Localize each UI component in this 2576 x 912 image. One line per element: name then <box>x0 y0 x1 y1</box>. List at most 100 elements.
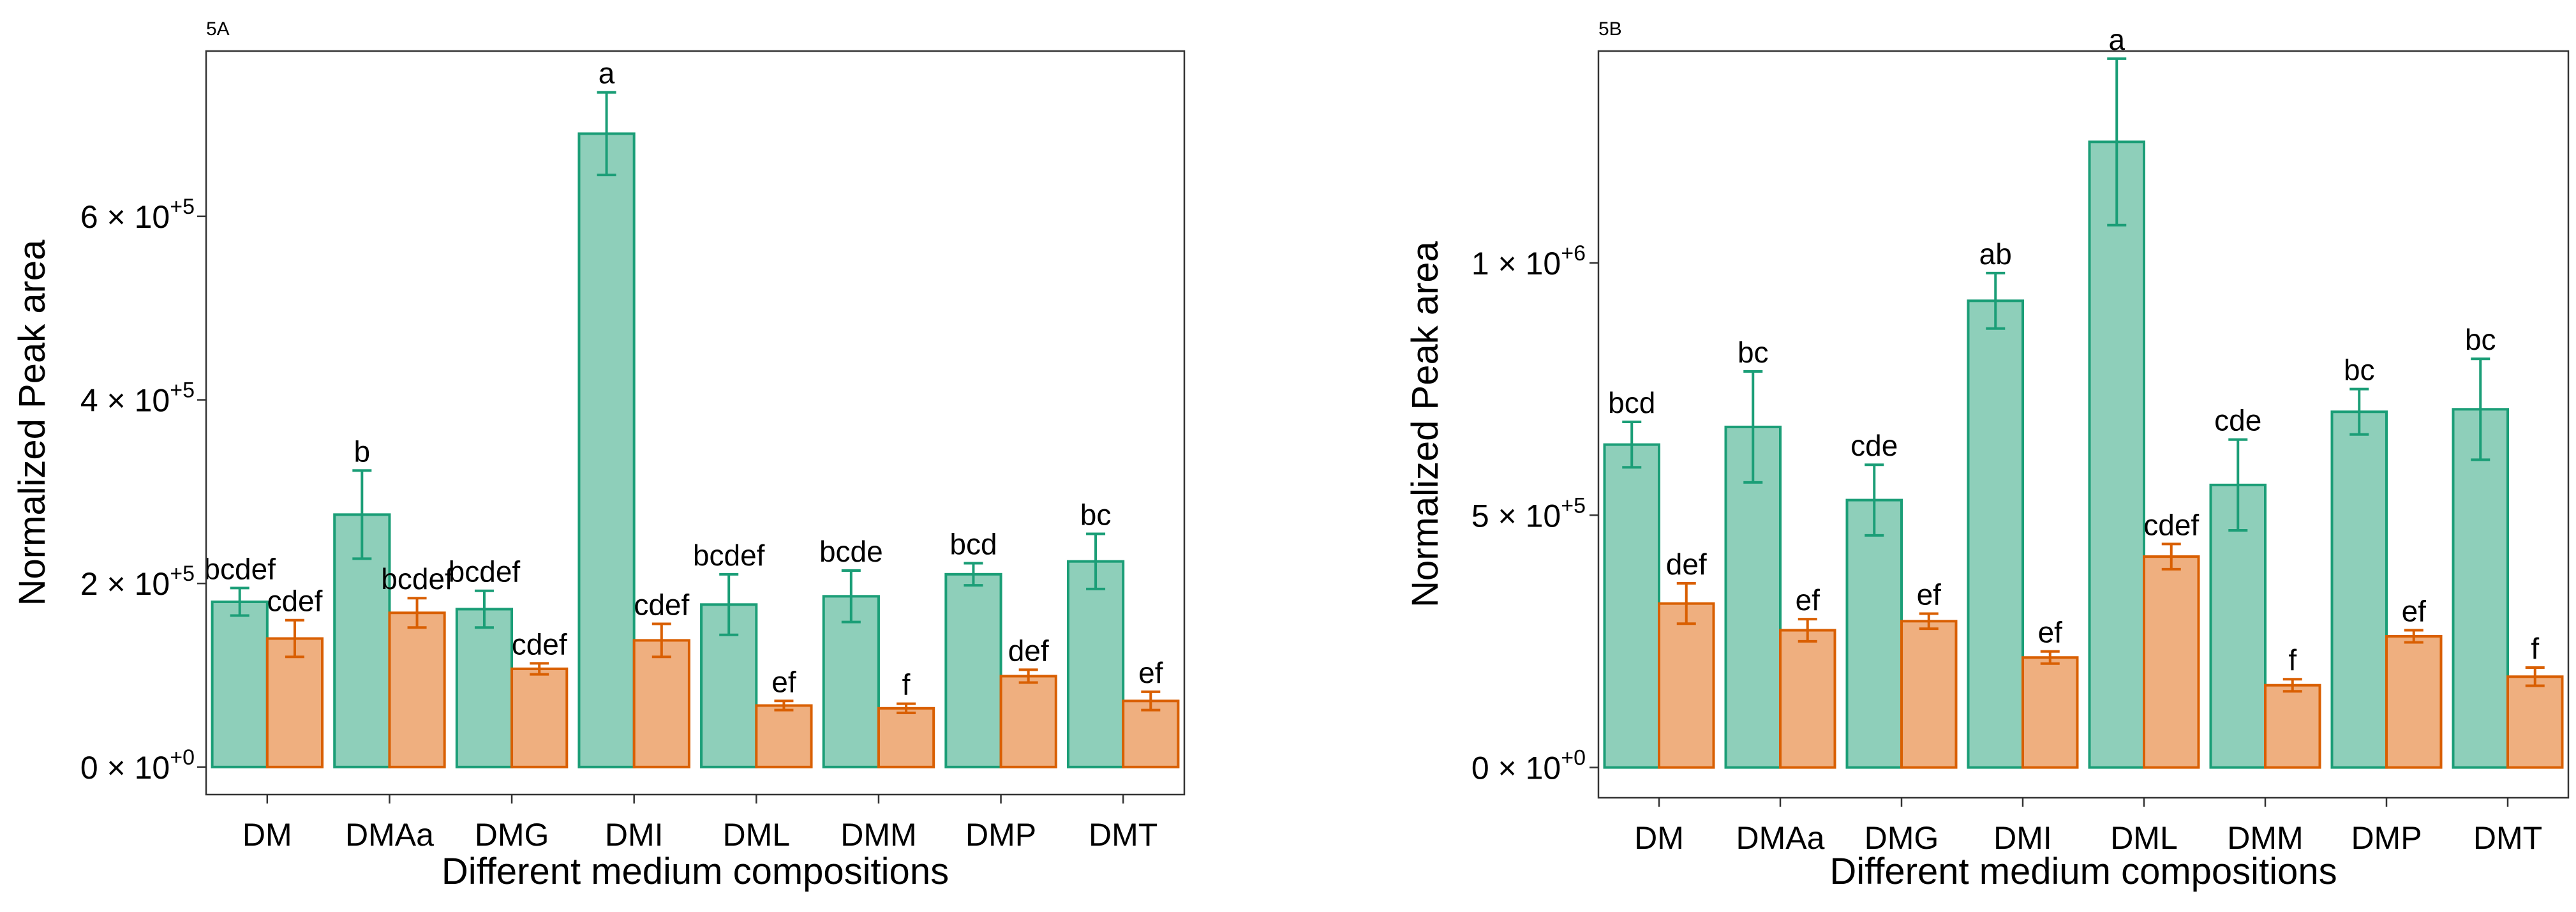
x-tick-label: DM <box>1634 820 1684 856</box>
bar-dmt-s2 <box>1122 699 1180 768</box>
significance-label: bc <box>2465 323 2496 356</box>
y-tick-label: 5 × 10+5 <box>1471 493 1586 534</box>
bar-dmm-s2 <box>2264 684 2321 769</box>
bar-dm-s2 <box>1658 602 1715 769</box>
significance-label: bcdef <box>381 562 453 595</box>
bar-dmg-s2 <box>510 667 569 768</box>
bar-dmp-s2 <box>999 675 1057 768</box>
x-tick-label: DMI <box>1993 820 2052 856</box>
bar-dmt-s1 <box>1066 560 1125 768</box>
significance-label: ef <box>2402 595 2427 628</box>
y-tick-exponent: +5 <box>170 195 195 219</box>
x-tick-label: DMM <box>840 817 916 853</box>
bar-dmm-s2 <box>877 706 935 768</box>
significance-label: bcdef <box>693 539 765 572</box>
y-tick-label: 2 × 10+5 <box>80 562 195 602</box>
bar-dmt-s2 <box>2506 675 2564 769</box>
significance-label: ef <box>2038 616 2063 649</box>
significance-label: a <box>599 57 615 90</box>
significance-label: f <box>902 668 911 701</box>
bar-dmi-s1 <box>1967 299 2024 769</box>
y-axis-title: Normalized Peak area <box>1404 241 1446 608</box>
bar-dmaa-s2 <box>1779 629 1836 769</box>
significance-label: bc <box>2344 354 2375 387</box>
x-tick-label: DMT <box>1089 817 1158 853</box>
y-tick-mantissa: 2 × 10 <box>80 566 170 602</box>
bar-dml-s1 <box>2088 140 2145 769</box>
y-tick-mantissa: 6 × 10 <box>80 199 170 235</box>
y-tick-mantissa: 0 × 10 <box>1471 751 1561 786</box>
x-tick-label: DM <box>242 817 292 853</box>
panel-tag: 5A <box>206 19 230 40</box>
bar-dmaa-s2 <box>388 611 446 768</box>
significance-label: ab <box>1979 237 2012 271</box>
y-tick-label: 1 × 10+6 <box>1471 241 1586 281</box>
y-tick-exponent: +0 <box>1561 746 1586 770</box>
bar-dmm-s1 <box>2209 483 2267 769</box>
x-tick-label: DMI <box>605 817 664 853</box>
y-tick-exponent: +0 <box>170 745 195 770</box>
x-tick-label: DMP <box>2351 820 2422 856</box>
significance-label: bcd <box>949 528 997 561</box>
y-axis-title: Normalized Peak area <box>11 239 53 606</box>
x-tick-label: DMM <box>2227 820 2303 856</box>
significance-label: bc <box>1080 498 1112 532</box>
bar-dmi-s1 <box>577 132 636 768</box>
y-tick-label: 6 × 10+5 <box>80 195 195 235</box>
y-tick-mantissa: 0 × 10 <box>80 750 170 786</box>
significance-label: f <box>2288 643 2297 677</box>
x-tick-label: DMT <box>2473 820 2542 856</box>
significance-label: cdef <box>267 585 322 618</box>
significance-label: bc <box>1738 336 1769 369</box>
bar-dmp-s1 <box>944 572 1002 768</box>
bar-dmm-s1 <box>822 595 880 768</box>
significance-label: cde <box>2214 404 2261 437</box>
y-tick-mantissa: 4 × 10 <box>80 383 170 419</box>
bar-dml-s2 <box>2143 555 2200 769</box>
plot-frame <box>205 50 1186 796</box>
significance-label: f <box>2531 632 2539 665</box>
significance-label: cde <box>1850 429 1898 462</box>
y-tick-exponent: +5 <box>1561 493 1586 518</box>
significance-label: ef <box>1917 578 1942 611</box>
significance-label: bcdef <box>449 555 521 588</box>
significance-label: bcdef <box>204 552 276 585</box>
panel-tag: 5B <box>1598 19 1622 40</box>
x-tick-label: DMG <box>475 817 549 853</box>
significance-label: bcde <box>819 535 883 568</box>
bar-dm-s1 <box>211 600 269 768</box>
x-tick-label: DML <box>2110 820 2178 856</box>
bar-dmi-s2 <box>2021 656 2079 769</box>
x-tick-label: DML <box>723 817 791 853</box>
plot-frame <box>1597 50 2570 799</box>
significance-label: cdef <box>634 588 689 621</box>
bar-dmg-s2 <box>1900 620 1958 769</box>
bar-dmp-s1 <box>2330 410 2388 769</box>
significance-label: ef <box>1138 656 1163 689</box>
x-tick-label: DMAa <box>345 817 434 853</box>
significance-label: b <box>354 435 371 468</box>
y-tick-mantissa: 5 × 10 <box>1471 498 1561 534</box>
significance-label: def <box>1666 548 1707 581</box>
x-tick-label: DMP <box>965 817 1036 853</box>
y-tick-exponent: +6 <box>1561 241 1586 265</box>
y-tick-label: 4 × 10+5 <box>80 378 195 419</box>
y-tick-mantissa: 1 × 10 <box>1471 246 1561 281</box>
bar-dmg-s1 <box>1845 498 1903 769</box>
significance-label: def <box>1008 634 1049 667</box>
bar-dm-s1 <box>1603 443 1660 769</box>
y-tick-label: 0 × 10+0 <box>80 745 195 786</box>
significance-label: cdef <box>512 627 567 661</box>
bar-dmi-s2 <box>632 639 690 768</box>
x-tick-label: DMAa <box>1736 820 1825 856</box>
bar-dmt-s1 <box>2452 408 2509 769</box>
significance-label: ef <box>1796 583 1820 617</box>
bar-dmg-s1 <box>455 608 514 768</box>
y-tick-label: 0 × 10+0 <box>1471 746 1586 786</box>
y-tick-exponent: +5 <box>170 378 195 403</box>
significance-label: ef <box>771 665 796 698</box>
y-tick-exponent: +5 <box>170 562 195 586</box>
